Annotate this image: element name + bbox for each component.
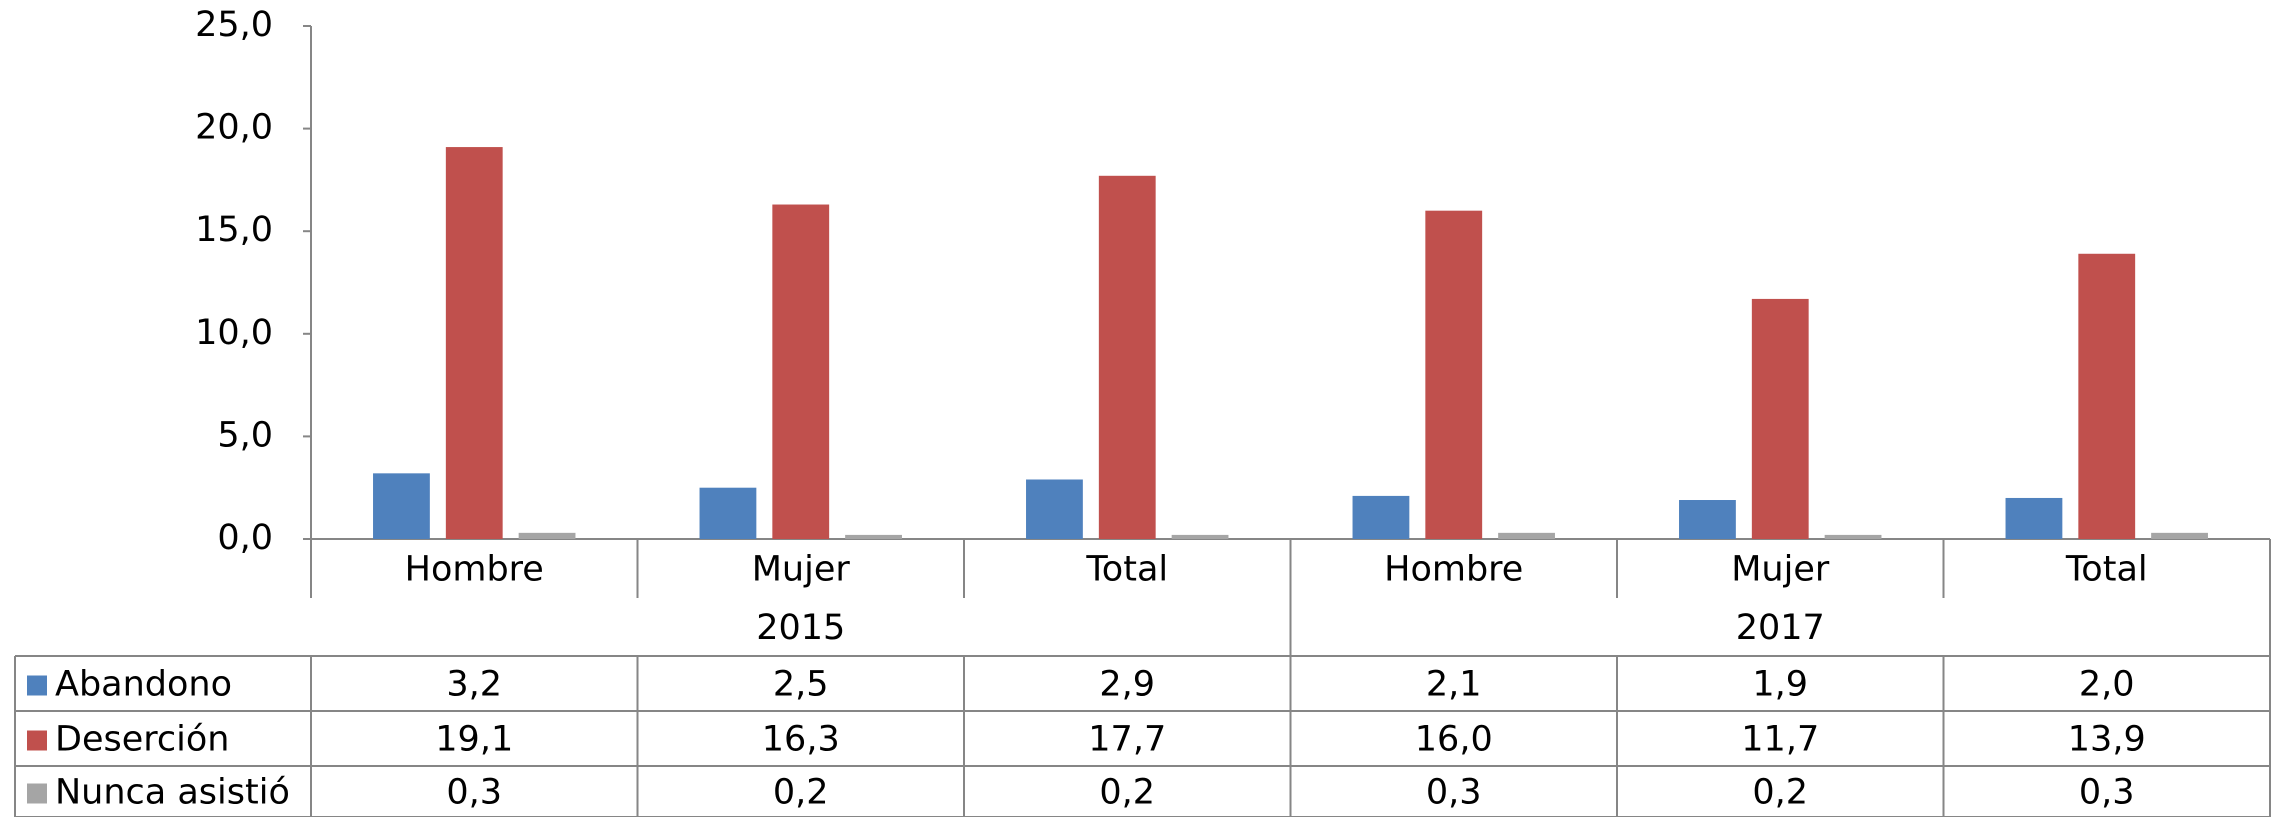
legend-label: Abandono (55, 665, 232, 705)
x-tick-label: Total (2065, 550, 2148, 590)
bar (772, 204, 830, 540)
bar (845, 534, 902, 539)
table-value: 19,1 (435, 720, 513, 760)
group-label: 2017 (1736, 608, 1825, 648)
bar (1679, 500, 1736, 539)
bar (1498, 532, 1555, 539)
table-value: 0,2 (1099, 773, 1155, 813)
bar (699, 487, 757, 539)
group-label: 2015 (756, 608, 845, 648)
bar (373, 473, 430, 539)
y-tick-label: 10,0 (195, 313, 273, 353)
y-tick-label: 5,0 (217, 415, 273, 455)
bar (1751, 298, 1809, 539)
table-value: 0,3 (2079, 773, 2135, 813)
legend-swatch (27, 675, 47, 696)
table-value: 13,9 (2068, 720, 2146, 760)
table-value: 0,2 (1752, 773, 1808, 813)
table-value: 0,3 (1426, 773, 1482, 813)
table-value: 17,7 (1088, 720, 1166, 760)
table-value: 2,0 (2079, 665, 2135, 705)
legend-swatch (27, 783, 47, 804)
x-tick-label: Hombre (1384, 550, 1523, 590)
table-value: 2,9 (1099, 665, 1155, 705)
y-tick-label: 20,0 (195, 108, 273, 148)
table-value: 0,2 (773, 773, 829, 813)
x-tick-label: Hombre (405, 550, 544, 590)
table-value: 3,2 (446, 665, 502, 705)
table-value: 0,3 (446, 773, 502, 813)
table-value: 1,9 (1752, 665, 1808, 705)
x-tick-label: Mujer (752, 550, 851, 590)
bar (1171, 534, 1229, 539)
legend-swatch (27, 730, 47, 751)
y-tick-label: 25,0 (195, 5, 273, 45)
bar (1352, 495, 1410, 539)
x-tick-label: Mujer (1731, 550, 1830, 590)
table-value: 16,0 (1415, 720, 1493, 760)
legend-label: Nunca asistió (55, 773, 290, 813)
bar (1824, 534, 1882, 539)
table-value: 11,7 (1741, 720, 1819, 760)
legend-label: Deserción (55, 720, 229, 760)
bar (2078, 253, 2136, 539)
table-value: 2,5 (773, 665, 829, 705)
y-tick-label: 0,0 (217, 518, 273, 558)
bar (445, 147, 503, 539)
bar (1026, 479, 1083, 539)
x-tick-label: Total (1085, 550, 1168, 590)
bar (2151, 532, 2208, 539)
table-value: 2,1 (1426, 665, 1482, 705)
bar (1098, 175, 1156, 539)
bar (2005, 497, 2063, 539)
bar (1425, 210, 1483, 539)
bar (518, 532, 576, 539)
table-value: 16,3 (762, 720, 840, 760)
y-tick-label: 15,0 (195, 210, 273, 250)
